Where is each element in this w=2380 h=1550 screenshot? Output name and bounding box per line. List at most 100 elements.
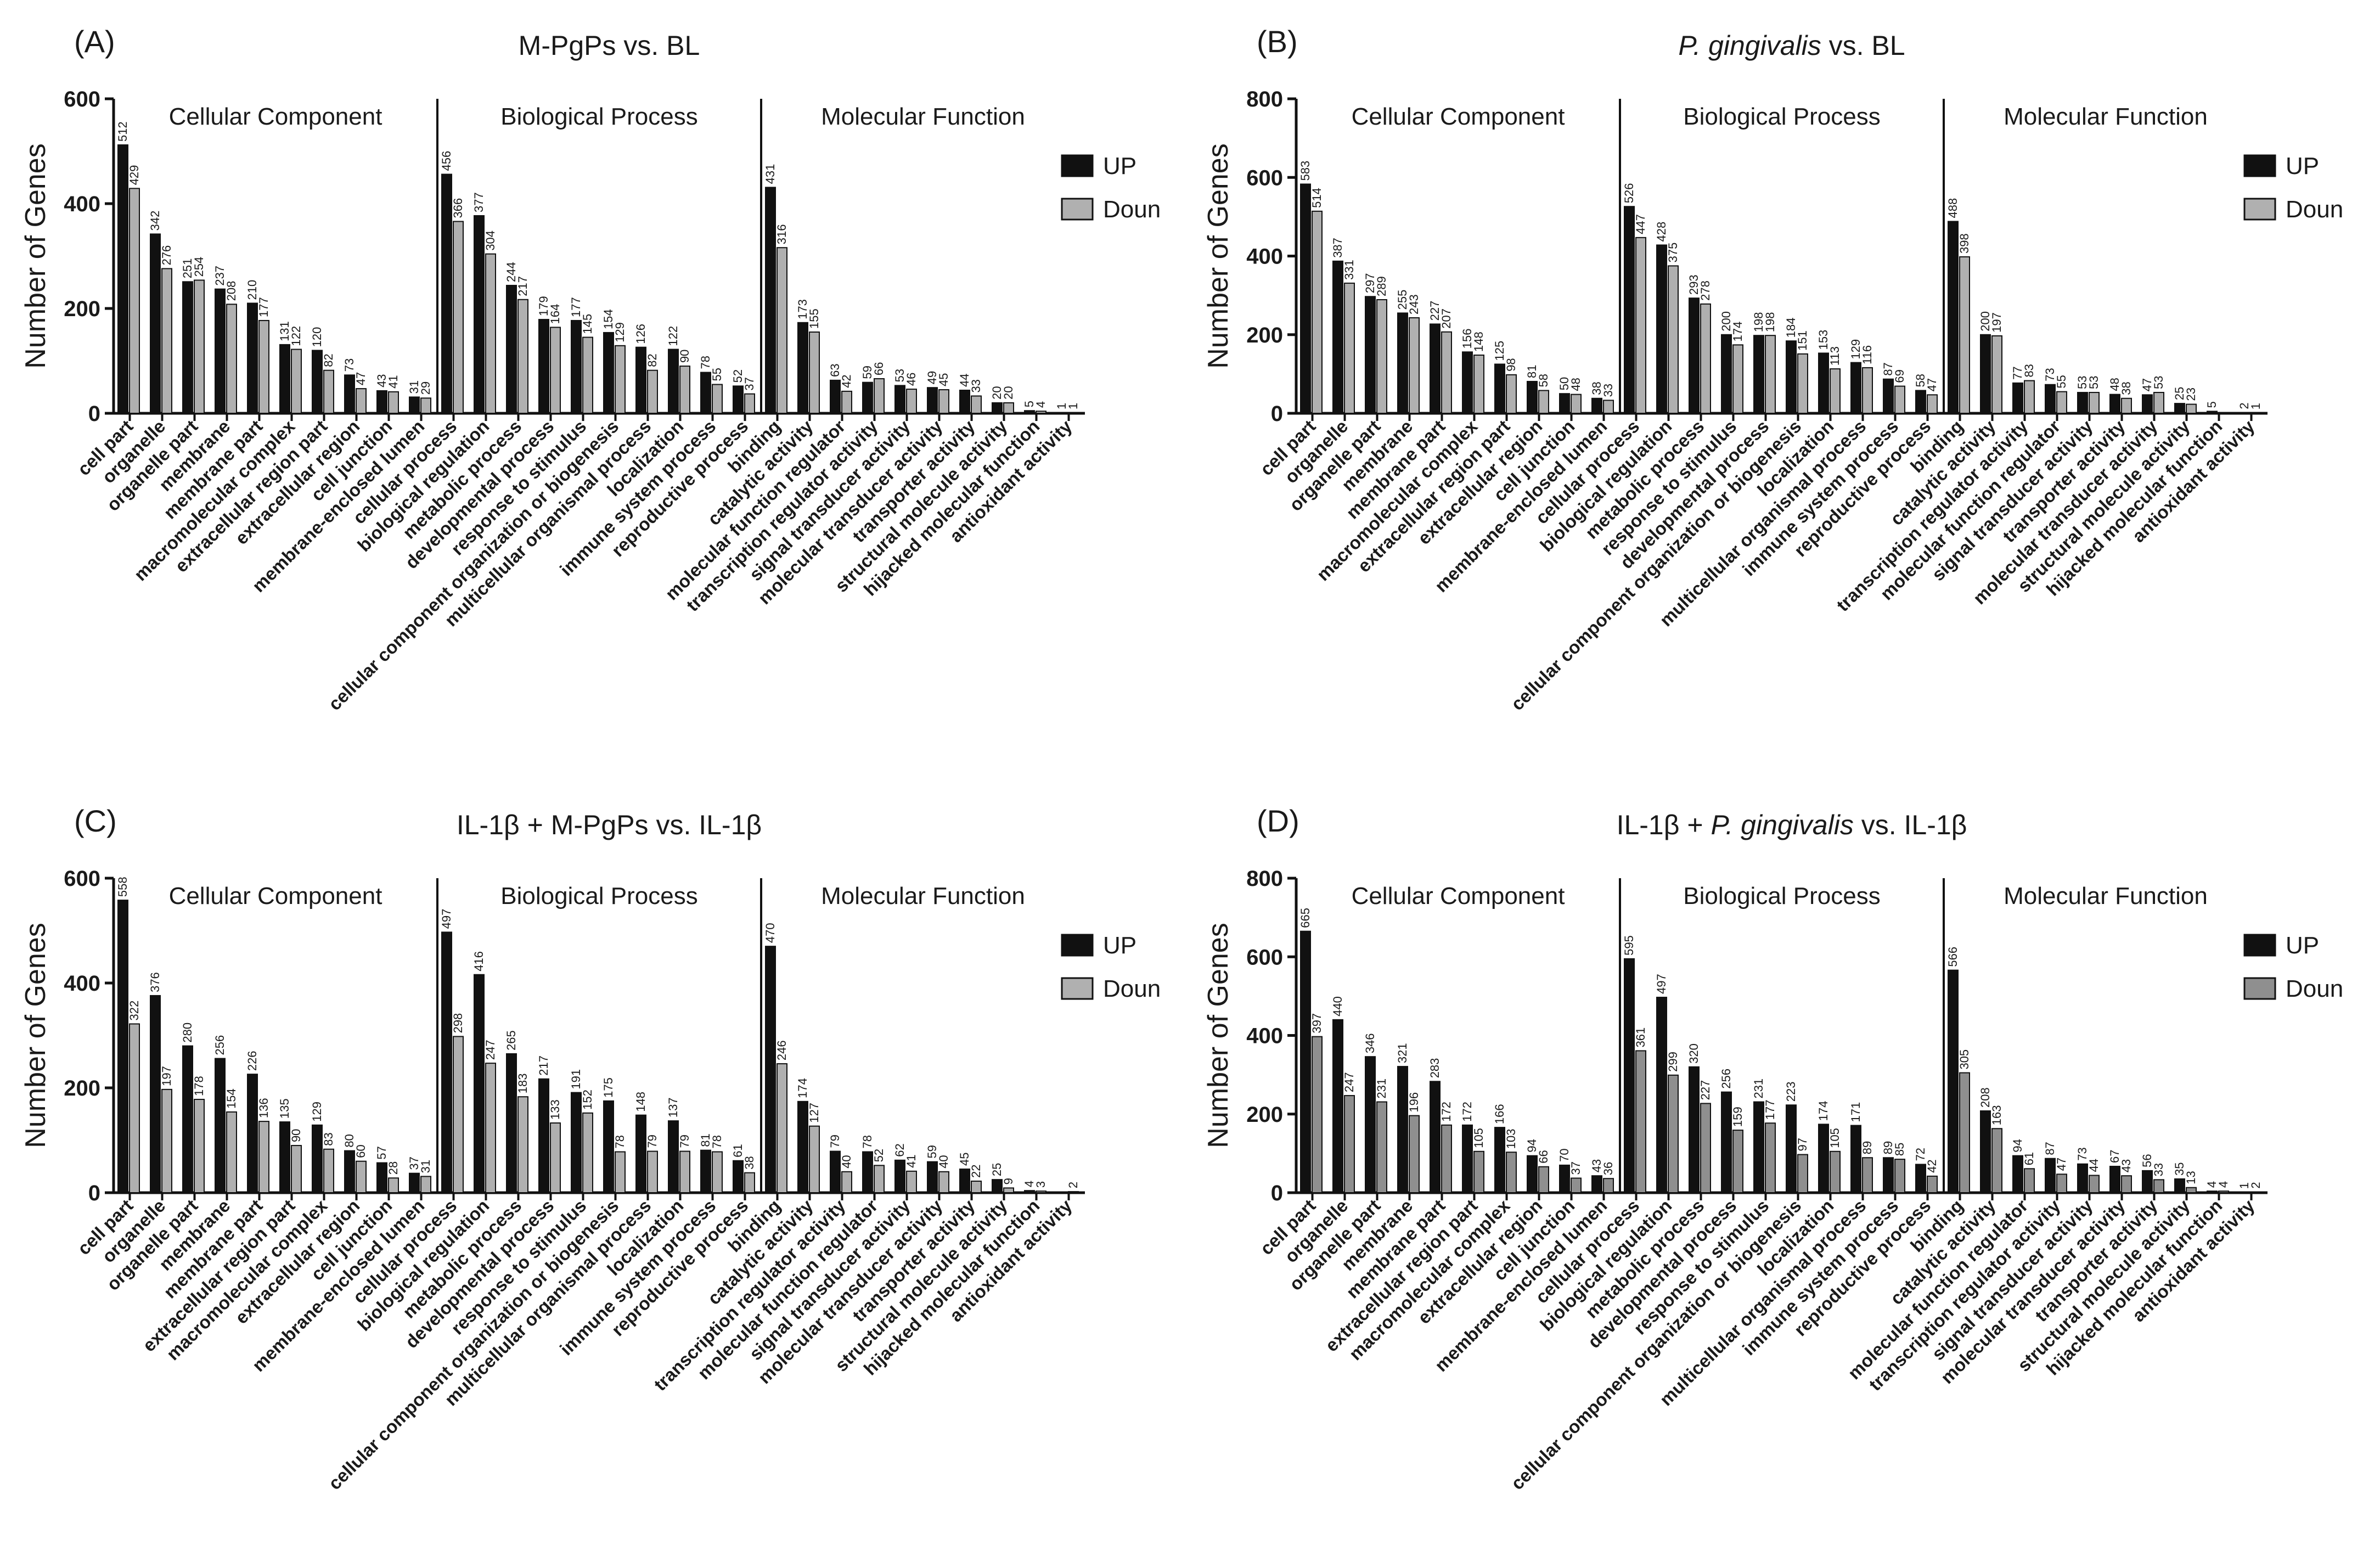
y-axis-title: Number of Genes: [1202, 143, 1234, 368]
bar-down: [485, 253, 496, 414]
bar-up: [150, 995, 161, 1193]
bar-down: [1830, 368, 1841, 414]
title-part: vs. BL: [1821, 30, 1905, 61]
value-label: 13: [2184, 1171, 2198, 1184]
y-axis-title: Number of Genes: [1202, 923, 1234, 1148]
bar-down: [388, 391, 399, 414]
bar-up: [2109, 1166, 2120, 1193]
bar-down: [1473, 1150, 1484, 1194]
bar-down: [323, 369, 334, 414]
bar-down: [1668, 1074, 1679, 1193]
value-label: 196: [1407, 1092, 1421, 1113]
title-part: IL-1β +: [1617, 810, 1711, 840]
bar-up: [117, 144, 128, 414]
bar-down: [809, 1125, 820, 1194]
value-label: 59: [860, 366, 874, 379]
value-label: 2: [1066, 1182, 1080, 1188]
value-label: 387: [1331, 238, 1344, 258]
value-label: 447: [1634, 214, 1647, 234]
value-label: 90: [289, 1129, 303, 1142]
value-label: 179: [537, 296, 550, 316]
value-label: 29: [419, 381, 432, 395]
value-label: 566: [1946, 947, 1960, 967]
bar-up: [1559, 393, 1570, 414]
bar-down: [712, 384, 723, 414]
bar-up: [668, 349, 679, 414]
title-part: P. gingivalis: [1711, 810, 1853, 840]
bar-down: [1635, 1050, 1646, 1193]
bar-up: [1430, 323, 1441, 414]
bar-down: [1732, 1130, 1743, 1194]
legend: UP Doun: [2243, 153, 2343, 223]
value-label: 163: [1990, 1105, 2004, 1126]
bar-down: [1506, 1152, 1517, 1194]
y-tick-label: 200: [64, 1076, 100, 1100]
value-label: 254: [192, 257, 206, 277]
bar-down: [679, 366, 690, 414]
y-tick-label: 600: [1246, 945, 1283, 969]
legend-swatch-up: [1061, 154, 1094, 177]
bar-up: [2012, 382, 2023, 414]
value-label: 83: [322, 1132, 335, 1145]
value-label: 200: [1978, 311, 1992, 332]
bar-up: [150, 233, 161, 414]
legend-swatch-up: [1061, 934, 1094, 957]
bar-up: [247, 1074, 258, 1193]
bar-up: [312, 350, 323, 414]
bar-down: [615, 345, 626, 414]
bar-up: [830, 1150, 841, 1193]
value-label: 137: [666, 1097, 680, 1117]
value-label: 61: [731, 1144, 745, 1157]
y-tick-label: 400: [1246, 245, 1283, 269]
value-label: 1: [2237, 1182, 2251, 1189]
value-label: 283: [1428, 1058, 1442, 1079]
value-label: 174: [1731, 322, 1745, 342]
y-axis-title: Number of Genes: [20, 923, 52, 1148]
y-tick-label: 200: [64, 297, 100, 321]
value-label: 247: [483, 1040, 497, 1060]
bar-up: [1948, 221, 1959, 414]
value-label: 33: [1601, 384, 1615, 397]
value-label: 79: [678, 1135, 691, 1148]
bar-up: [474, 215, 485, 414]
value-label: 145: [581, 314, 594, 334]
value-label: 49: [925, 371, 939, 384]
panel-letter: (D): [1257, 804, 1299, 838]
bar-up: [1818, 352, 1829, 414]
bar-up: [1624, 958, 1635, 1193]
value-label: 1: [1055, 403, 1068, 409]
value-label: 5: [1022, 401, 1036, 407]
value-label: 346: [1363, 1033, 1377, 1053]
bar-up: [182, 1045, 193, 1193]
value-label: 361: [1634, 1027, 1647, 1048]
value-label: 226: [245, 1051, 259, 1071]
group-title: Molecular Function: [821, 103, 1025, 130]
value-label: 20: [1001, 386, 1015, 399]
bar-up: [700, 1149, 711, 1194]
bar-up: [1948, 969, 1959, 1193]
value-label: 129: [310, 1102, 324, 1122]
value-label: 431: [763, 164, 777, 184]
y-tick-label: 200: [1246, 1103, 1283, 1127]
value-label: 43: [1590, 1159, 1603, 1172]
value-label: 416: [472, 951, 486, 971]
value-label: 191: [569, 1069, 583, 1090]
value-label: 78: [860, 1135, 874, 1148]
bar-down: [2056, 391, 2067, 414]
value-label: 159: [1731, 1107, 1745, 1127]
bar-down: [1571, 1177, 1582, 1194]
value-label: 116: [1860, 345, 1874, 364]
value-label: 512: [116, 121, 130, 142]
bar-up: [668, 1120, 679, 1193]
bar-up: [474, 974, 485, 1193]
bar-down: [1732, 344, 1743, 414]
value-label: 299: [1666, 1052, 1680, 1072]
bar-down: [2056, 1173, 2067, 1193]
chart-panel-4: (D) IL-1β + P. gingivalis vs. IL-1β Number…: [1202, 804, 2343, 1493]
value-label: 514: [1310, 188, 1324, 208]
bar-up: [1559, 1164, 1570, 1193]
bar-down: [809, 331, 820, 414]
value-label: 122: [666, 326, 680, 346]
value-label: 105: [1828, 1128, 1842, 1148]
value-label: 46: [904, 373, 918, 386]
